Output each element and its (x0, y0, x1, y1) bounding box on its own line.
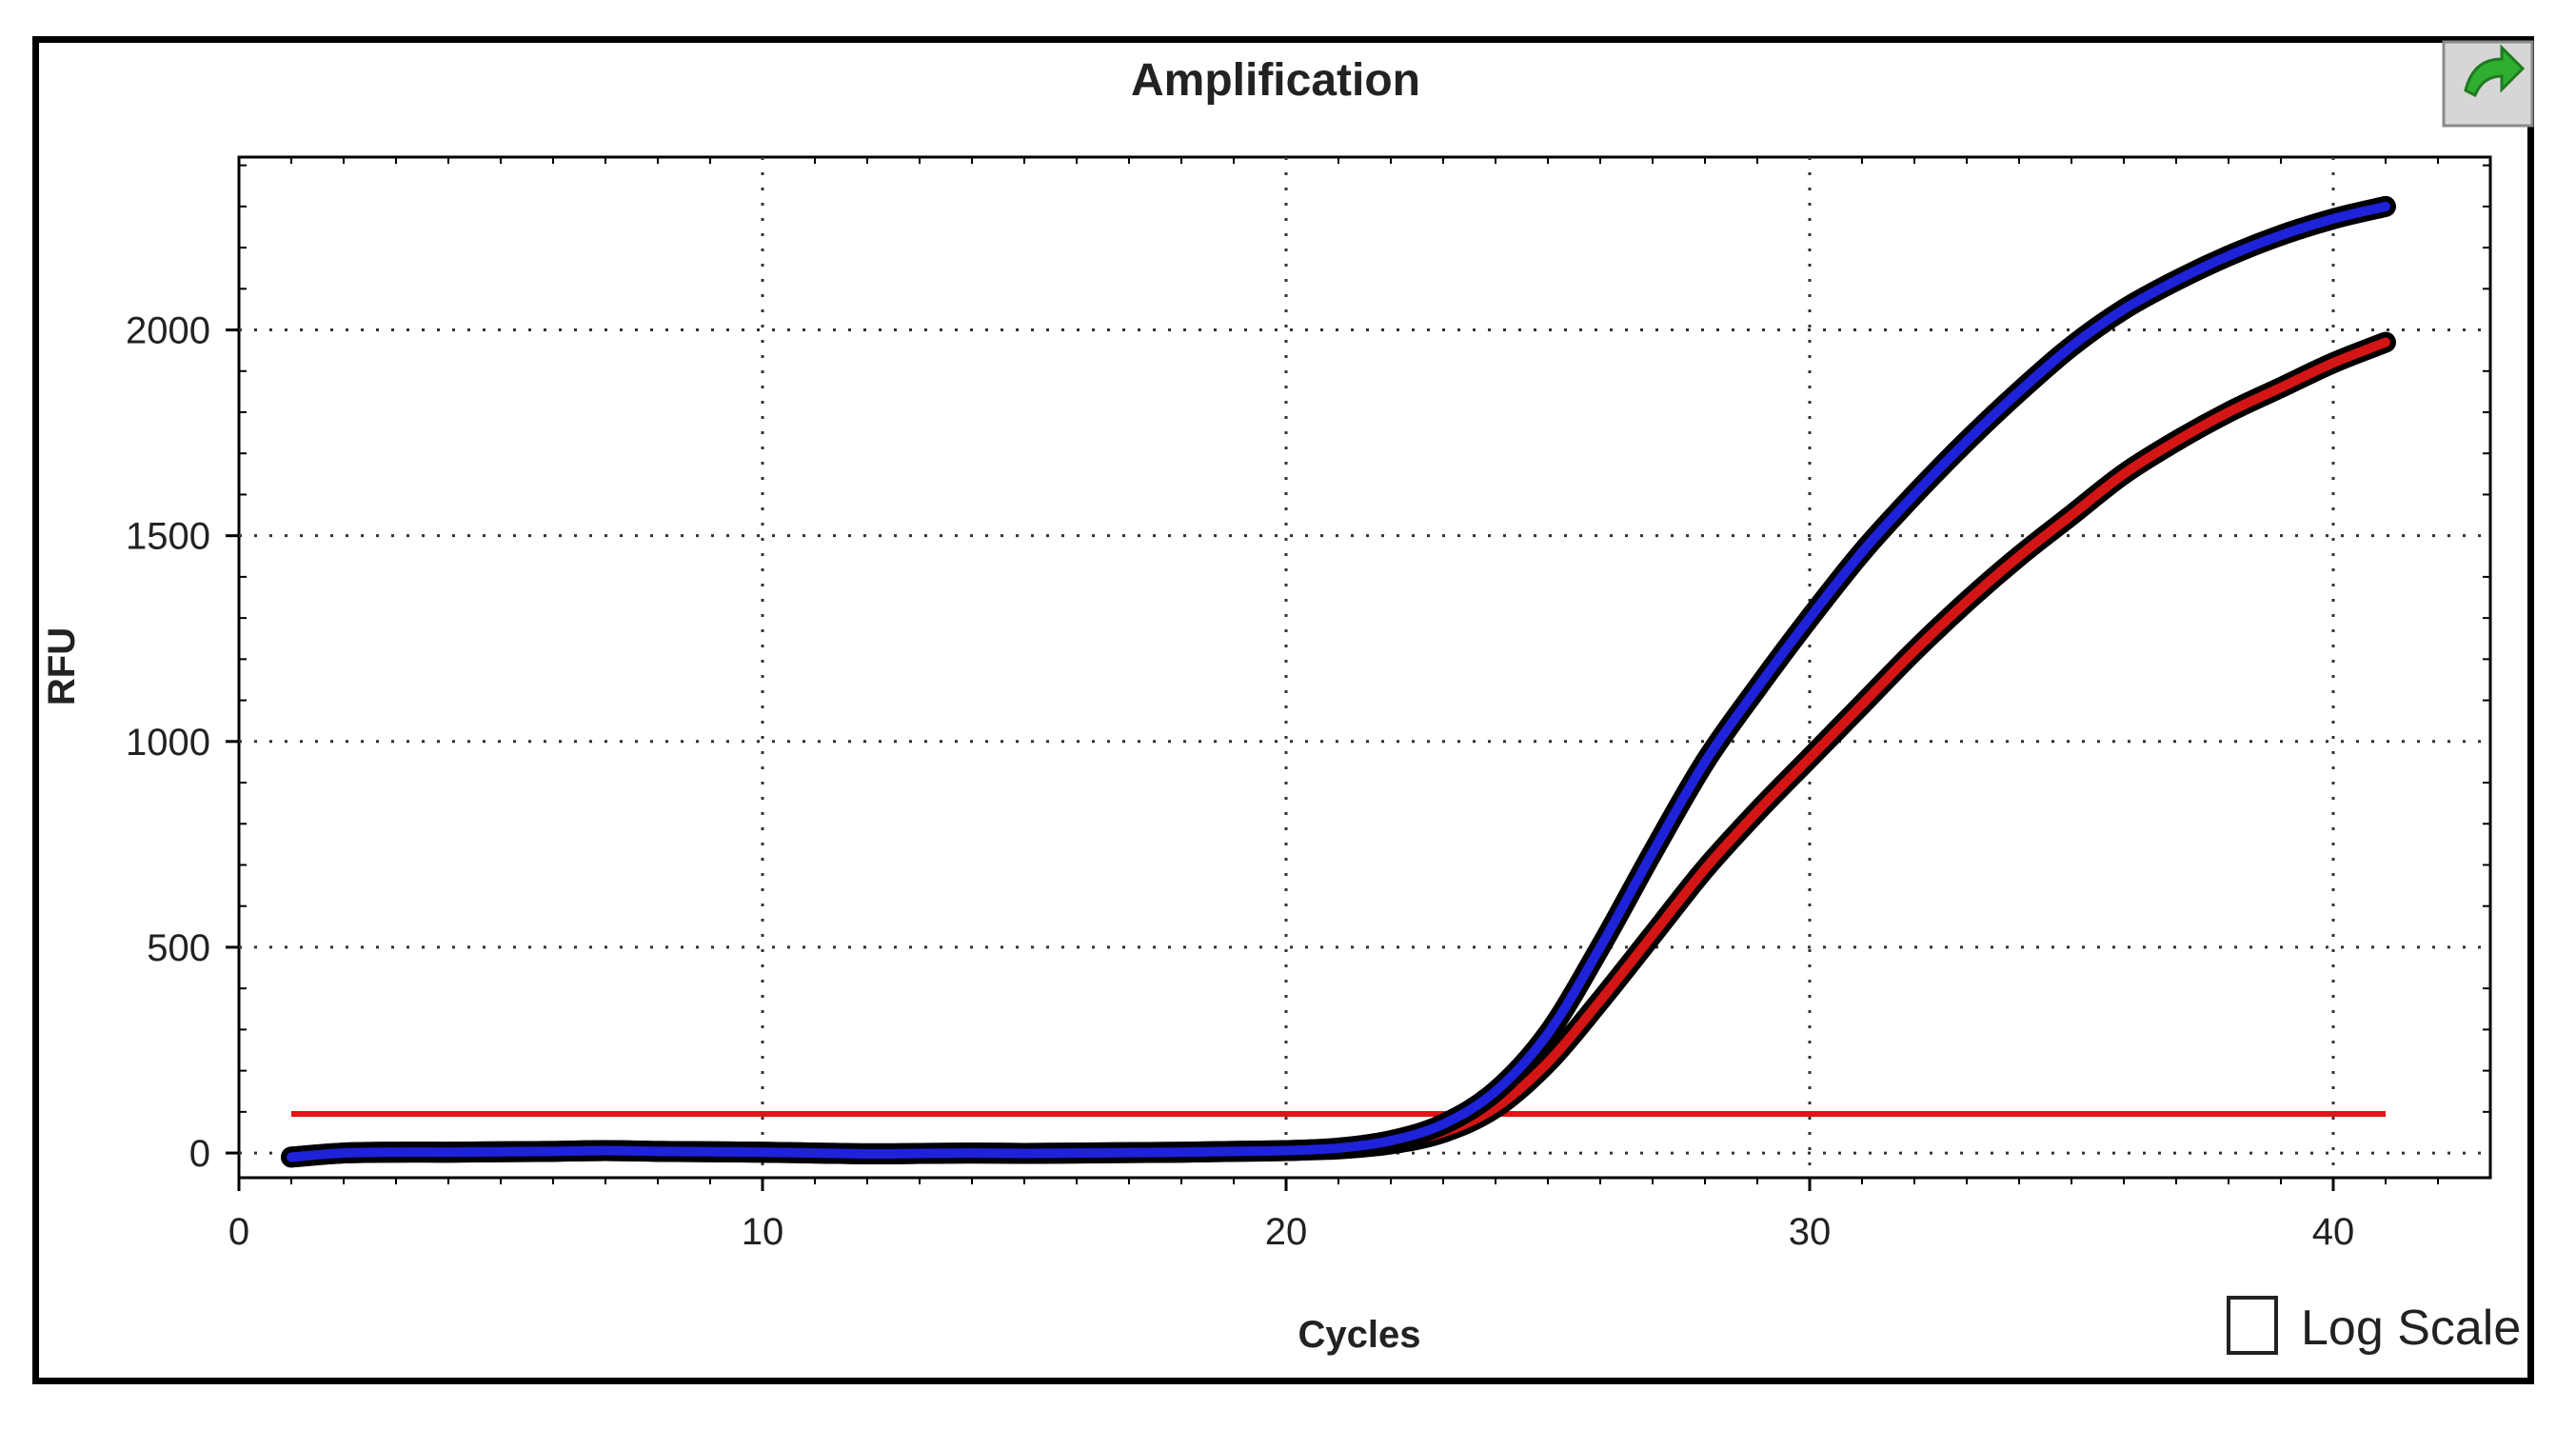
x-tick-label: 30 (1789, 1211, 1832, 1253)
axis-ticks (226, 157, 2490, 1191)
series-lines (281, 195, 2396, 1168)
y-tick-label: 1000 (126, 722, 210, 764)
chart-title: Amplification (1131, 55, 1420, 106)
series-line (287, 201, 2390, 1162)
x-tick-label: 0 (228, 1211, 249, 1253)
log-scale-checkbox[interactable] (2227, 1296, 2278, 1355)
x-axis-label: Cycles (1298, 1314, 1421, 1356)
grid-lines (239, 157, 2490, 1178)
y-tick-label: 500 (147, 927, 210, 969)
y-tick-label: 2000 (126, 310, 210, 352)
x-tick-label: 10 (742, 1211, 784, 1253)
export-button[interactable] (2442, 40, 2534, 128)
x-tick-labels: 0 10 20 30 40 (228, 1211, 2354, 1253)
x-tick-label: 20 (1265, 1211, 1308, 1253)
x-tick-label: 40 (2312, 1211, 2355, 1253)
green-arrow-icon (2464, 44, 2526, 98)
y-tick-label: 0 (189, 1133, 210, 1175)
y-axis-label: RFU (41, 627, 83, 705)
log-scale-label[interactable]: Log Scale (2301, 1301, 2521, 1356)
plot-area (237, 155, 2492, 1180)
y-tick-labels: 0 500 1000 1500 2000 (126, 310, 210, 1176)
y-tick-label: 1500 (126, 516, 210, 558)
